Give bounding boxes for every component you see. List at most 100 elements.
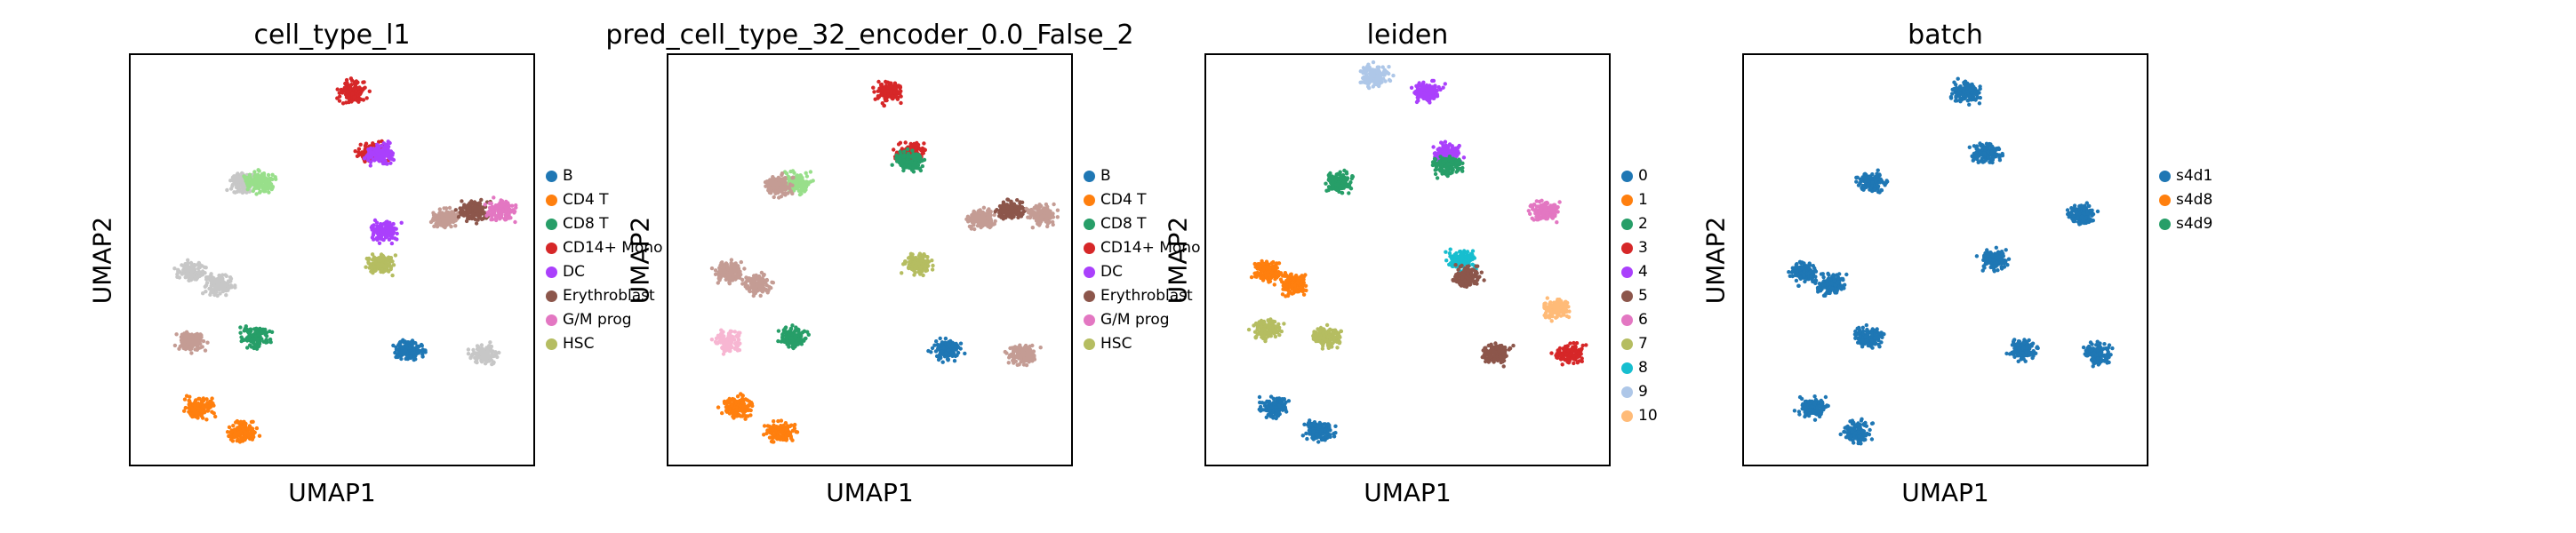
data-point xyxy=(775,182,780,187)
data-point xyxy=(783,187,788,192)
data-point xyxy=(919,259,924,263)
data-point xyxy=(788,434,793,439)
data-point xyxy=(492,354,496,359)
x-axis-label: UMAP1 xyxy=(826,478,914,507)
data-point xyxy=(187,278,191,282)
data-point xyxy=(1012,345,1017,350)
data-point xyxy=(752,280,757,284)
data-point xyxy=(780,437,785,442)
data-point xyxy=(185,270,189,275)
data-point xyxy=(404,353,409,358)
data-point xyxy=(1044,216,1049,220)
data-point xyxy=(354,79,359,84)
data-point xyxy=(1015,346,1020,350)
umap-scatter xyxy=(709,79,1060,444)
data-point xyxy=(776,426,780,431)
data-point xyxy=(910,148,915,153)
data-point xyxy=(479,358,484,363)
data-point xyxy=(899,100,903,106)
data-point xyxy=(719,260,724,266)
data-point xyxy=(483,203,487,207)
data-point xyxy=(748,278,753,283)
legend-item: Erythroblast xyxy=(546,285,655,306)
data-point xyxy=(780,186,785,191)
data-point xyxy=(391,263,396,267)
data-point xyxy=(254,186,259,190)
data-point xyxy=(794,430,798,434)
data-point xyxy=(337,91,341,95)
data-point xyxy=(736,330,740,335)
data-point xyxy=(368,264,372,268)
data-point xyxy=(235,432,240,436)
data-point xyxy=(716,272,721,276)
data-point xyxy=(188,260,194,266)
data-point xyxy=(186,258,190,262)
data-point xyxy=(784,184,788,188)
data-point xyxy=(499,212,504,217)
legend-marker xyxy=(546,338,557,350)
legend-item: CD8 T xyxy=(546,213,609,235)
data-point xyxy=(245,346,250,350)
data-point xyxy=(1042,211,1046,216)
data-point xyxy=(227,425,232,430)
data-point xyxy=(779,429,784,434)
data-point xyxy=(480,348,484,353)
data-point xyxy=(420,354,425,359)
data-point xyxy=(256,332,261,337)
data-point xyxy=(474,212,479,217)
data-point xyxy=(253,330,259,335)
data-point xyxy=(906,154,910,159)
data-point xyxy=(1039,215,1044,219)
data-point xyxy=(949,351,954,355)
data-point xyxy=(388,152,392,157)
legend-label: DC xyxy=(1100,263,1123,281)
data-point xyxy=(787,332,791,337)
data-point xyxy=(738,341,742,346)
data-point xyxy=(264,334,269,338)
data-point xyxy=(202,410,207,415)
data-point xyxy=(378,144,382,148)
data-point xyxy=(437,211,442,216)
data-point xyxy=(729,344,734,349)
data-point xyxy=(724,340,729,345)
data-point xyxy=(896,142,901,147)
data-point xyxy=(201,338,206,344)
data-point xyxy=(237,438,242,442)
data-point xyxy=(939,355,943,361)
data-point xyxy=(495,354,500,360)
data-point xyxy=(802,329,807,333)
data-point xyxy=(976,209,980,214)
data-point xyxy=(787,345,791,349)
data-point xyxy=(729,329,734,334)
data-point xyxy=(988,218,994,223)
data-point xyxy=(729,266,733,271)
data-point xyxy=(804,174,810,179)
data-point xyxy=(793,329,797,333)
data-point xyxy=(399,220,404,225)
data-point xyxy=(449,219,453,223)
data-point xyxy=(1034,206,1038,211)
data-point xyxy=(757,287,762,291)
cluster-11 xyxy=(900,251,935,278)
cluster-4 xyxy=(242,168,278,196)
data-point xyxy=(890,84,894,89)
data-point xyxy=(872,90,876,94)
data-point xyxy=(731,414,735,418)
data-point xyxy=(934,339,939,344)
data-point xyxy=(185,266,189,270)
data-point xyxy=(224,293,228,298)
data-point xyxy=(349,99,354,104)
data-point xyxy=(738,403,742,409)
data-point xyxy=(882,86,886,91)
data-point xyxy=(453,224,458,228)
data-point xyxy=(926,348,931,354)
legend-item: DC xyxy=(1084,261,1123,282)
cluster-8 xyxy=(709,328,742,356)
data-point xyxy=(475,360,479,365)
data-point xyxy=(359,87,364,91)
data-point xyxy=(787,185,791,189)
data-point xyxy=(234,177,238,181)
data-point xyxy=(210,396,214,401)
data-point xyxy=(709,338,715,342)
data-point xyxy=(931,263,935,268)
